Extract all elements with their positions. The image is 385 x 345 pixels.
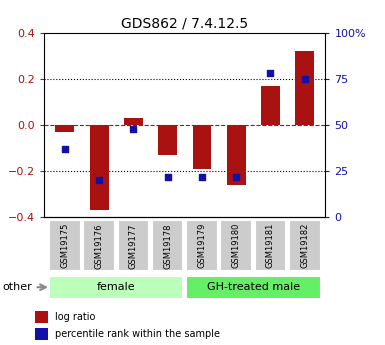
Text: percentile rank within the sample: percentile rank within the sample — [55, 329, 220, 339]
Bar — [83, 220, 115, 272]
Title: GDS862 / 7.4.12.5: GDS862 / 7.4.12.5 — [121, 16, 248, 30]
Point — [62, 146, 68, 152]
Text: female: female — [97, 282, 136, 292]
Bar — [35, 328, 48, 340]
Bar — [261, 86, 280, 125]
Bar — [49, 220, 80, 272]
Text: log ratio: log ratio — [55, 312, 95, 322]
Bar — [124, 118, 143, 125]
Bar — [186, 276, 321, 299]
Text: GSM19182: GSM19182 — [300, 223, 309, 268]
Text: GSM19178: GSM19178 — [163, 223, 172, 268]
Bar — [49, 276, 183, 299]
Point — [302, 76, 308, 82]
Bar — [192, 125, 211, 169]
Point — [233, 174, 239, 179]
Bar — [55, 125, 74, 132]
Text: other: other — [2, 283, 32, 292]
Text: GSM19181: GSM19181 — [266, 223, 275, 268]
Bar — [227, 125, 246, 185]
Bar — [35, 310, 48, 323]
Text: GSM19179: GSM19179 — [198, 223, 206, 268]
Bar — [118, 220, 149, 272]
Bar — [255, 220, 286, 272]
Bar — [186, 220, 218, 272]
Point — [199, 174, 205, 179]
Bar — [90, 125, 109, 210]
Bar — [295, 51, 314, 125]
Point — [130, 126, 136, 131]
Bar — [289, 220, 321, 272]
Text: GH-treated male: GH-treated male — [207, 282, 300, 292]
Text: GSM19175: GSM19175 — [60, 223, 69, 268]
Text: GSM19176: GSM19176 — [95, 223, 104, 268]
Point — [268, 71, 274, 76]
Point — [96, 178, 102, 183]
Text: GSM19177: GSM19177 — [129, 223, 138, 268]
Point — [164, 174, 171, 179]
Bar — [221, 220, 252, 272]
Bar — [152, 220, 183, 272]
Text: GSM19180: GSM19180 — [232, 223, 241, 268]
Bar — [158, 125, 177, 155]
